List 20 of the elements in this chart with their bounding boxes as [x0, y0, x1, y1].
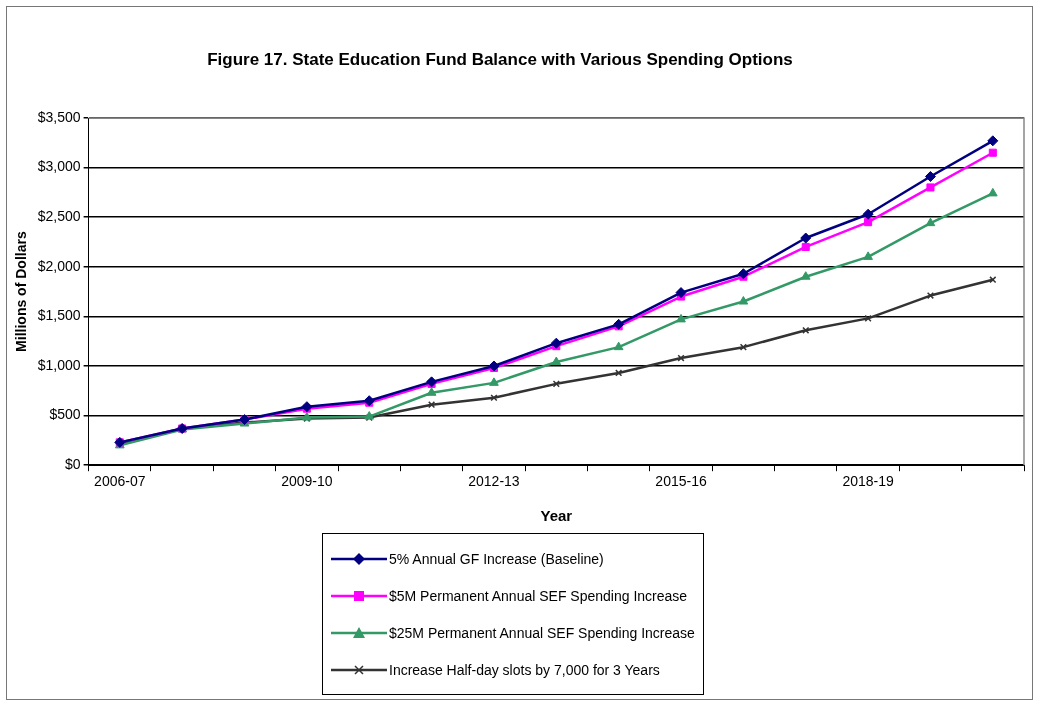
y-tick-label: $3,500 [37, 108, 81, 125]
y-tick-label: $0 [65, 456, 81, 473]
x-tick-label: 2018-19 [842, 473, 894, 490]
y-tick-label: $500 [49, 406, 81, 423]
x-tick-label: 2006-07 [94, 473, 146, 490]
y-axis-title: Millions of Dollars [13, 231, 30, 352]
legend-label: 5% Annual GF Increase (Baseline) [389, 550, 604, 567]
y-tick-label: $2,500 [37, 208, 81, 225]
x-axis-title: Year [540, 507, 573, 525]
chart-title: Figure 17. State Education Fund Balance with Various Spending Options [206, 49, 794, 71]
x-tick-label: 2012-13 [468, 473, 520, 490]
x-tick-label: 2009-10 [281, 473, 333, 490]
x-tick-label: 2015-16 [655, 473, 707, 490]
y-tick-label: $1,500 [37, 307, 81, 324]
y-tick-label: $1,000 [37, 356, 81, 373]
legend-label: $5M Permanent Annual SEF Spending Increase [389, 587, 688, 604]
legend-label: $25M Permanent Annual SEF Spending Increase [389, 624, 695, 641]
y-tick-label: $2,000 [37, 257, 81, 274]
y-tick-label: $3,000 [37, 158, 81, 175]
legend-label: Increase Half-day slots by 7,000 for 3 Years [389, 661, 660, 678]
